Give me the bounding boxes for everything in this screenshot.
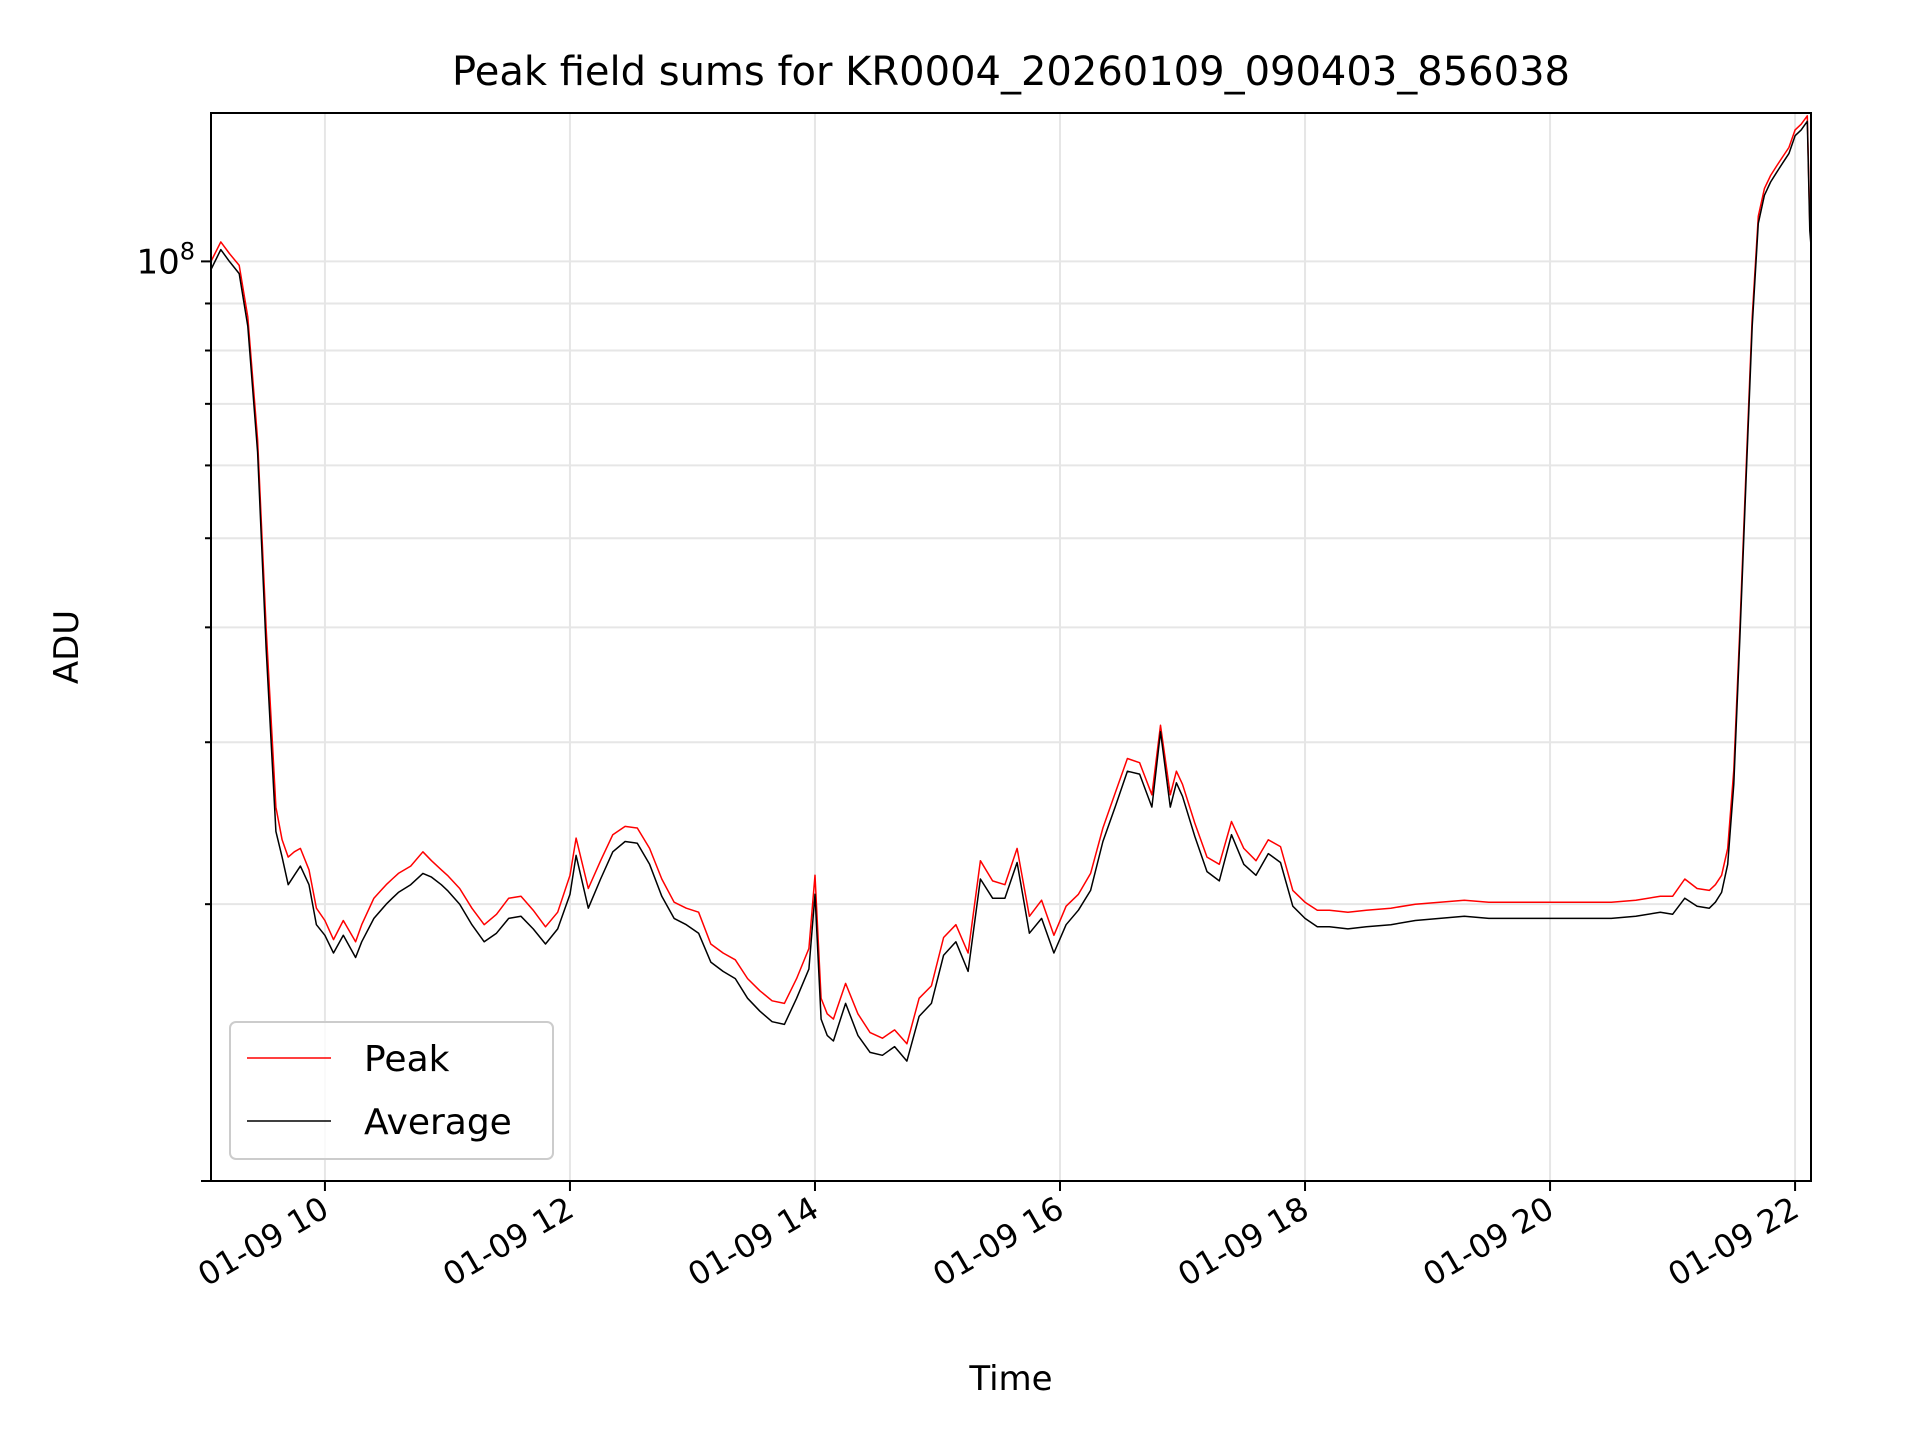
average-series-line <box>210 120 1812 1062</box>
legend-box <box>229 1021 554 1160</box>
y-tick-label-exponent: 8 <box>180 237 195 265</box>
plot-frame <box>210 112 1812 1182</box>
chart-title: Peak field sums for KR0004_20260109_0904… <box>452 49 1570 95</box>
peak-series-line <box>210 115 1812 1045</box>
legend-peak-label: Peak <box>364 1039 450 1080</box>
y-tick-label-base: 10 <box>136 242 179 282</box>
y-axis: 108 <box>136 237 211 1182</box>
series-layer <box>210 115 1812 1062</box>
x-axis-label: Time <box>968 1359 1052 1399</box>
y-tick-label: 108 <box>136 237 195 282</box>
legend-average-label: Average <box>364 1102 512 1143</box>
legend[interactable]: Peak Average <box>229 1021 554 1160</box>
y-axis-label: ADU <box>47 610 87 684</box>
